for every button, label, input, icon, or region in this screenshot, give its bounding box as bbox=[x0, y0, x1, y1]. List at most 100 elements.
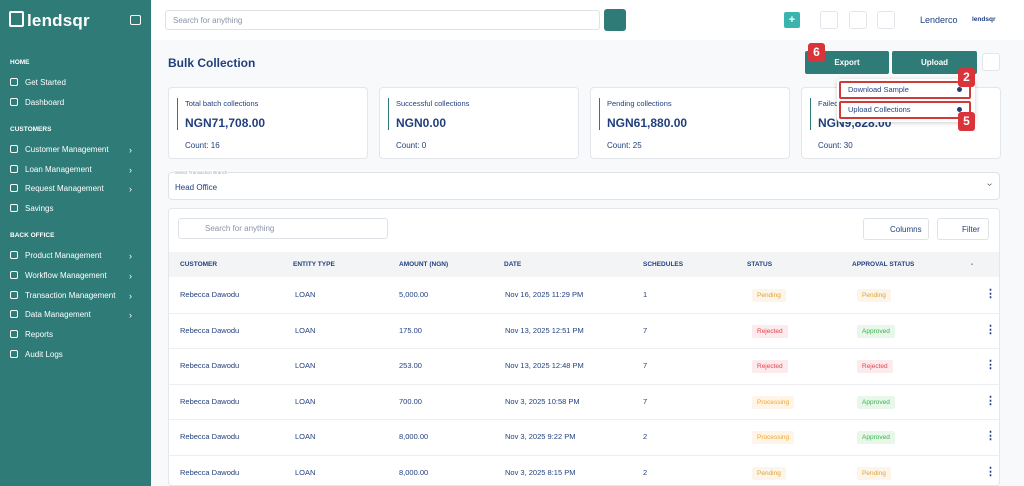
search-input[interactable]: Search for anything bbox=[165, 10, 600, 30]
step-badge: 2 bbox=[958, 68, 975, 87]
table-cell: 7 bbox=[643, 325, 648, 335]
nav-label: Audit Logs bbox=[25, 349, 63, 359]
column-header[interactable]: CUSTOMER bbox=[180, 261, 218, 268]
column-header[interactable]: ENTITY TYPE bbox=[293, 261, 335, 268]
filter-button[interactable]: Filter bbox=[937, 218, 989, 240]
top-icon-button[interactable] bbox=[849, 11, 867, 29]
table-cell: Rebecca Dawodu bbox=[180, 468, 240, 477]
table-cell: 7 bbox=[643, 396, 648, 406]
nav-item[interactable]: Loan Management › bbox=[10, 164, 140, 176]
nav-item[interactable]: Workflow Management › bbox=[10, 270, 140, 282]
table-cell: 8,000.00 bbox=[399, 468, 429, 477]
table-cell: Rebecca Dawodu bbox=[180, 290, 240, 299]
table-cell: 2 bbox=[643, 468, 648, 477]
table-cell: 5,000.00 bbox=[399, 290, 429, 299]
nav-icon bbox=[10, 97, 18, 106]
nav-item[interactable]: Customer Management › bbox=[10, 144, 140, 156]
row-actions[interactable]: ⋮ bbox=[985, 288, 996, 300]
nav-item[interactable]: Reports bbox=[10, 329, 140, 341]
column-header[interactable]: AMOUNT (NGN) bbox=[399, 261, 449, 268]
upload-menu-item[interactable]: Upload Collections bbox=[839, 101, 971, 119]
search-button[interactable] bbox=[604, 9, 626, 31]
row-actions[interactable]: ⋮ bbox=[985, 323, 996, 336]
column-header[interactable]: STATUS bbox=[747, 261, 773, 268]
top-icon-button[interactable] bbox=[820, 11, 838, 29]
card-accent bbox=[177, 98, 178, 130]
user-name[interactable]: Lenderco bbox=[920, 15, 958, 25]
nav-item[interactable]: Transaction Management › bbox=[10, 290, 140, 302]
collapse-sidebar-button[interactable] bbox=[130, 15, 141, 25]
table-cell: 253.00 bbox=[399, 361, 422, 371]
table-cell: Nov 3, 2025 9:22 PM bbox=[505, 432, 576, 442]
status-pill: Rejected bbox=[752, 324, 788, 338]
column-header[interactable]: APPROVAL STATUS bbox=[852, 261, 915, 268]
submenu-chevron: › bbox=[129, 270, 132, 281]
upload-menu-item[interactable]: Download Sample bbox=[839, 81, 971, 99]
nav-item[interactable]: Dashboard bbox=[10, 97, 140, 109]
row-actions[interactable]: ⋮ bbox=[985, 394, 996, 407]
table-header-row bbox=[169, 252, 999, 277]
summary-card: Total batch collections NGN71,708.00 Count… bbox=[168, 87, 368, 159]
row-actions[interactable]: ⋮ bbox=[985, 430, 996, 443]
card-accent bbox=[599, 98, 600, 130]
table-cell: 8,000.00 bbox=[399, 432, 429, 442]
branch-select[interactable]: Select Transaction Branch Head Office › bbox=[168, 170, 1000, 200]
status-pill: Processing bbox=[752, 395, 795, 409]
card-label: Total batch collections bbox=[185, 99, 259, 108]
submenu-chevron: › bbox=[129, 164, 132, 175]
nav-item[interactable]: Audit Logs bbox=[10, 349, 140, 361]
column-header[interactable]: SCHEDULES bbox=[643, 261, 684, 268]
status-pill: Pending bbox=[857, 289, 891, 302]
nav-label: Transaction Management bbox=[25, 290, 116, 300]
card-accent bbox=[388, 98, 389, 130]
submenu-chevron: › bbox=[129, 184, 132, 195]
summary-card: Pending collections NGN61,880.00 Count: 25 bbox=[590, 87, 790, 159]
table-cell: 1 bbox=[643, 290, 648, 299]
help-button[interactable] bbox=[982, 53, 1000, 71]
table-cell: Rebecca Dawodu bbox=[180, 361, 240, 371]
status-pill: Rejected bbox=[857, 360, 893, 374]
row-actions[interactable]: ⋮ bbox=[985, 359, 996, 372]
submenu-chevron: › bbox=[129, 310, 132, 321]
nav-item[interactable]: Product Management › bbox=[10, 250, 140, 262]
card-count: Count: 16 bbox=[185, 141, 220, 150]
table-cell: Nov 13, 2025 12:48 PM bbox=[505, 361, 584, 371]
top-icon-button[interactable] bbox=[877, 11, 895, 29]
nav-icon bbox=[10, 310, 18, 319]
columns-button[interactable]: Columns bbox=[863, 218, 929, 240]
nav-label: Customer Management bbox=[25, 144, 109, 154]
nav-item[interactable]: Get Started bbox=[10, 77, 140, 89]
card-count: Count: 0 bbox=[396, 141, 427, 150]
table-cell: LOAN bbox=[295, 468, 316, 477]
branch-select-value: Head Office bbox=[175, 183, 218, 192]
table-cell: Nov 3, 2025 10:58 PM bbox=[505, 396, 580, 406]
add-button[interactable]: + bbox=[784, 12, 800, 28]
row-actions[interactable]: ⋮ bbox=[985, 466, 996, 478]
nav-label: Data Management bbox=[25, 310, 91, 320]
logo[interactable]: lendsqr bbox=[9, 11, 90, 31]
upload-button[interactable]: Upload bbox=[892, 51, 977, 74]
nav-item[interactable]: Request Management › bbox=[10, 183, 140, 195]
row-divider bbox=[168, 348, 1000, 350]
table-cell: LOAN bbox=[295, 361, 316, 371]
table-search[interactable]: Search for anything bbox=[178, 218, 388, 239]
table-cell: Rebecca Dawodu bbox=[180, 325, 240, 335]
row-divider bbox=[168, 419, 1000, 421]
status-pill: Processing bbox=[752, 431, 795, 445]
card-count: Count: 30 bbox=[818, 141, 853, 150]
nav-item[interactable]: Data Management › bbox=[10, 309, 140, 321]
table-cell: Nov 3, 2025 8:15 PM bbox=[505, 468, 576, 477]
section-title: CUSTOMERS bbox=[10, 125, 52, 133]
table-cell: Rebecca Dawodu bbox=[180, 396, 240, 406]
submenu-chevron: › bbox=[129, 251, 132, 262]
section-title: HOME bbox=[10, 59, 30, 66]
column-header[interactable]: DATE bbox=[504, 261, 522, 268]
submenu-chevron: › bbox=[129, 290, 132, 301]
export-button[interactable]: Export bbox=[805, 51, 889, 74]
nav-label: Workflow Management bbox=[25, 270, 107, 280]
sidebar: lendsqr HOME Get Started Dashboard CUSTOMER… bbox=[0, 0, 151, 486]
table-cell: LOAN bbox=[295, 396, 316, 406]
nav-item[interactable]: Savings bbox=[10, 203, 140, 215]
status-pill: Pending bbox=[752, 289, 786, 302]
